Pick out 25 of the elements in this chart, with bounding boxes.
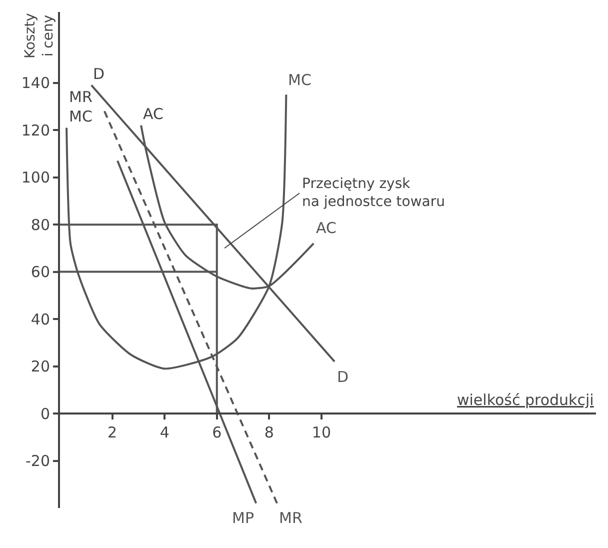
x-tick-label: 2	[108, 424, 118, 442]
series-label: MR	[279, 509, 302, 527]
y-tick-label: 140	[21, 74, 50, 92]
x-axis-title: wielkość produkcji	[457, 391, 594, 409]
x-tick-label: 10	[312, 424, 332, 442]
series-label: MP	[232, 509, 254, 527]
y-tick-label: 100	[21, 168, 50, 187]
x-tick-label: 8	[264, 424, 274, 442]
y-axis-title: Koszty i ceny	[22, 13, 57, 58]
x-tick-label: 6	[212, 424, 222, 442]
y-tick-label: 0	[40, 404, 50, 423]
annotation: MR MC	[69, 88, 92, 126]
series-label: MC	[288, 71, 312, 89]
series-label: AC	[316, 219, 336, 237]
annotation: D	[93, 65, 105, 83]
annotation: Przeciętny zysk na jednostce towaru	[302, 176, 445, 210]
y-tick-label: 80	[30, 216, 50, 234]
x-tick-label: 4	[160, 424, 170, 442]
y-tick-label: 120	[21, 121, 50, 140]
y-tick-label: 60	[30, 263, 50, 282]
series-label: D	[337, 368, 349, 386]
annotation: AC	[143, 105, 164, 123]
y-tick-label: 40	[30, 310, 50, 328]
y-tick-label: -20	[26, 452, 50, 470]
y-tick-label: 20	[30, 358, 50, 376]
